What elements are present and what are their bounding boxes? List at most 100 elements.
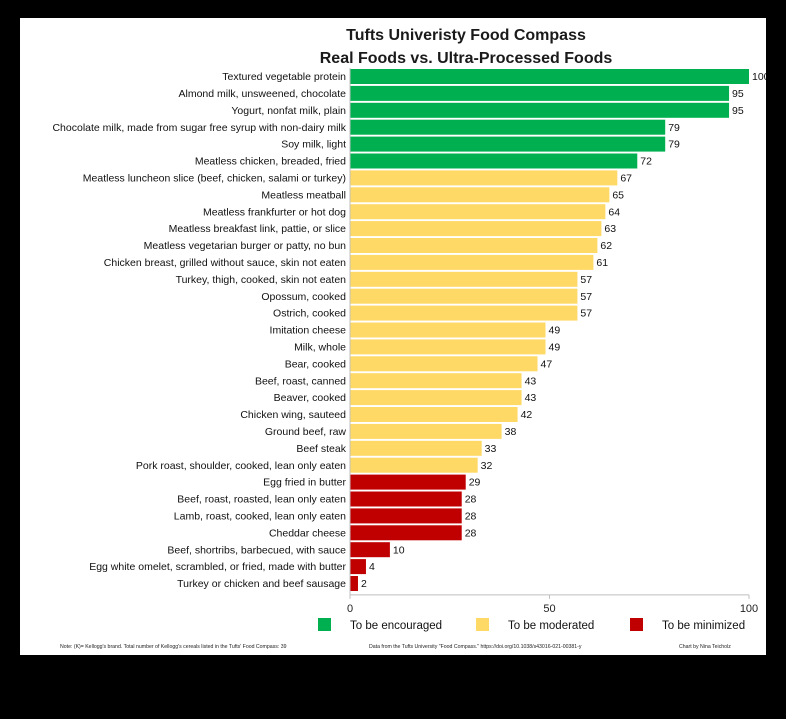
value-label: 79 xyxy=(668,122,680,134)
category-label: Ostrich, cooked xyxy=(273,308,346,320)
bar xyxy=(350,305,578,321)
value-label: 32 xyxy=(481,460,493,472)
category-label: Chicken breast, grilled without sauce, s… xyxy=(104,257,346,269)
bar xyxy=(350,474,466,490)
bar xyxy=(350,204,606,220)
value-label: 28 xyxy=(465,511,477,523)
category-label: Beef, shortribs, barbecued, with sauce xyxy=(167,544,346,556)
legend-swatch-moderated xyxy=(476,618,489,631)
value-label: 65 xyxy=(612,189,624,201)
bar xyxy=(350,69,749,84)
category-label: Beef, roast, roasted, lean only eaten xyxy=(177,494,346,506)
value-label: 61 xyxy=(596,257,608,269)
value-label: 4 xyxy=(369,561,375,573)
bar xyxy=(350,542,390,558)
bar xyxy=(350,407,518,422)
category-label: Chocolate milk, made from sugar free syr… xyxy=(52,122,346,134)
bar xyxy=(350,525,462,541)
category-label: Imitation cheese xyxy=(270,325,347,337)
chart-subtitle: Real Foods vs. Ultra-Processed Foods xyxy=(320,50,613,67)
value-label: 42 xyxy=(521,409,533,421)
footer-note: Note: (K)= Kellogg's brand. Total number… xyxy=(60,644,287,650)
value-label: 62 xyxy=(600,240,612,252)
bar xyxy=(350,288,578,304)
category-label: Yogurt, nonfat milk, plain xyxy=(231,105,346,117)
bar xyxy=(350,559,366,575)
x-tick-label: 100 xyxy=(740,603,758,615)
category-label: Opossum, cooked xyxy=(261,291,346,303)
category-label: Chicken wing, sauteed xyxy=(240,409,346,421)
x-tick-label: 0 xyxy=(347,603,353,615)
legend-label-minimized: To be minimized xyxy=(662,620,745,632)
category-label: Meatless vegetarian burger or patty, no … xyxy=(144,240,347,252)
category-label: Meatless breakfast link, pattie, or slic… xyxy=(169,223,347,235)
bar xyxy=(350,119,666,135)
legend: To be encouraged To be moderated To be min… xyxy=(318,618,745,632)
value-label: 67 xyxy=(620,173,632,185)
value-label: 64 xyxy=(608,206,620,218)
bar xyxy=(350,102,730,118)
bar xyxy=(350,576,358,591)
bar xyxy=(350,254,594,270)
value-label: 72 xyxy=(640,156,652,168)
category-label: Almond milk, unsweened, chocolate xyxy=(178,88,346,100)
value-label: 2 xyxy=(361,578,367,590)
category-label: Cheddar cheese xyxy=(269,527,346,539)
value-label: 49 xyxy=(549,325,561,337)
category-label: Egg fried in butter xyxy=(263,477,346,489)
value-label: 95 xyxy=(732,105,744,117)
value-label: 29 xyxy=(469,477,481,489)
bar xyxy=(350,508,462,524)
value-label: 63 xyxy=(604,223,616,235)
bar xyxy=(350,85,730,101)
bar xyxy=(350,153,638,169)
value-label: 28 xyxy=(465,494,477,506)
footer-credit: Chart by Nina Teicholz xyxy=(679,644,731,650)
bar xyxy=(350,271,578,287)
value-label: 95 xyxy=(732,88,744,100)
bars-group: Textured vegetable protein 100 Almond milk… xyxy=(52,69,766,591)
bar xyxy=(350,238,598,253)
bar xyxy=(350,136,666,152)
bar-chart: Tufts Univeristy Food Compass Real Foods… xyxy=(52,27,766,650)
category-label: Bear, cooked xyxy=(285,358,346,370)
category-label: Egg white omelet, scrambled, or fried, m… xyxy=(89,561,346,573)
legend-swatch-minimized xyxy=(630,618,643,631)
x-tick-label: 50 xyxy=(543,603,555,615)
bar xyxy=(350,187,610,203)
value-label: 100 xyxy=(752,71,766,83)
category-label: Meatless frankfurter or hot dog xyxy=(203,206,346,218)
category-label: Pork roast, shoulder, cooked, lean only … xyxy=(136,460,346,472)
category-label: Milk, whole xyxy=(294,342,346,354)
category-label: Meatless chicken, breaded, fried xyxy=(195,156,346,168)
value-label: 43 xyxy=(525,392,537,404)
category-label: Beef steak xyxy=(296,443,346,455)
value-label: 57 xyxy=(580,291,592,303)
bar xyxy=(350,339,546,355)
bar xyxy=(350,390,522,406)
chart-title: Tufts Univeristy Food Compass xyxy=(346,27,586,44)
category-label: Textured vegetable protein xyxy=(222,71,346,83)
value-label: 10 xyxy=(393,544,405,556)
bar xyxy=(350,491,462,507)
category-label: Turkey, thigh, cooked, skin not eaten xyxy=(176,274,347,286)
value-label: 57 xyxy=(580,308,592,320)
value-label: 33 xyxy=(485,443,497,455)
bar xyxy=(350,170,618,186)
bar xyxy=(350,440,482,456)
chart-panel: Tufts Univeristy Food Compass Real Foods… xyxy=(20,18,766,655)
value-label: 43 xyxy=(525,375,537,387)
bar xyxy=(350,322,546,338)
legend-swatch-encouraged xyxy=(318,618,331,631)
value-label: 79 xyxy=(668,139,680,151)
value-label: 28 xyxy=(465,527,477,539)
footer-source: Data from the Tufts University "Food Com… xyxy=(369,644,582,650)
category-label: Beef, roast, canned xyxy=(255,375,346,387)
category-label: Lamb, roast, cooked, lean only eaten xyxy=(174,511,346,523)
bar xyxy=(350,356,538,372)
category-label: Beaver, cooked xyxy=(274,392,347,404)
category-label: Meatless meatball xyxy=(261,189,346,201)
bar xyxy=(350,457,478,473)
legend-label-moderated: To be moderated xyxy=(508,620,594,632)
value-label: 47 xyxy=(541,358,553,370)
